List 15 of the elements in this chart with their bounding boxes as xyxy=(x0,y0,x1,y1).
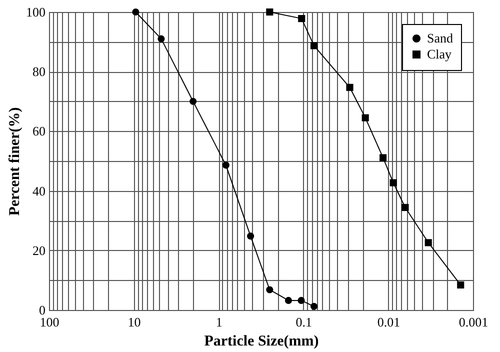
legend-label: Sand xyxy=(427,30,454,46)
y-tick-label: 40 xyxy=(32,183,46,198)
y-tick-label: 80 xyxy=(32,64,46,80)
x-tick-label: 0.1 xyxy=(296,314,312,330)
x-tick-label: 10 xyxy=(128,314,141,330)
y-tick-label: 100 xyxy=(26,4,46,20)
x-tick-label: 0.001 xyxy=(458,314,488,330)
x-axis-title: Particle Size(mm) xyxy=(204,334,319,350)
y-tick-label: 20 xyxy=(32,242,46,258)
x-tick-label: 0.01 xyxy=(377,314,400,330)
x-tick-label: 1 xyxy=(216,314,222,330)
y-axis-title: Percent finer(%) xyxy=(7,107,23,216)
y-tick-label: 60 xyxy=(32,124,46,139)
legend-label: Clay xyxy=(427,46,452,62)
y-tick-label: 0 xyxy=(39,302,46,318)
